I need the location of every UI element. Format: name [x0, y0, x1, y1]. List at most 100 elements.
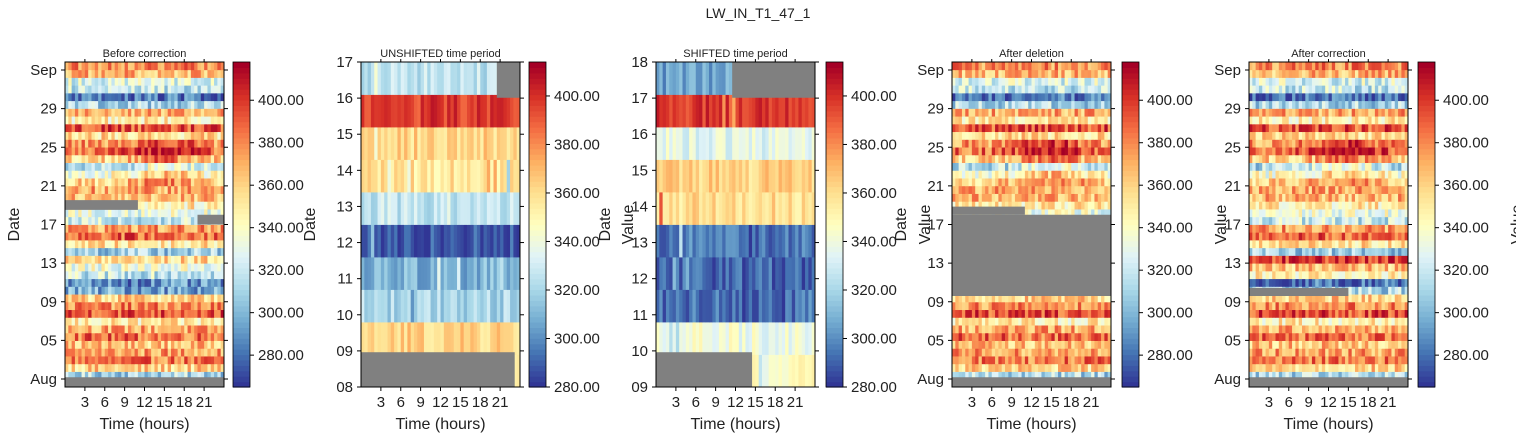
heatmap-cell [486, 257, 491, 290]
heatmap-cell [118, 100, 122, 109]
heatmap-cell [1064, 193, 1069, 202]
colorbar-tick-label: 340.00 [851, 233, 897, 250]
heatmap-cell [147, 100, 152, 109]
heatmap-cell [84, 123, 89, 133]
heatmap-cell [131, 325, 135, 334]
heatmap-cell [68, 286, 73, 295]
heatmap-cell [84, 278, 89, 287]
heatmap-cell [141, 108, 145, 117]
heatmap-cell [151, 239, 155, 249]
heatmap-cell [1008, 139, 1013, 148]
colorbar-segment [529, 294, 546, 301]
heatmap-cell [975, 371, 979, 380]
heatmap-cell [164, 154, 169, 163]
heatmap-cell [124, 294, 129, 303]
heatmap-cell [177, 224, 182, 233]
heatmap-cell [712, 224, 717, 258]
heatmap-cell [68, 278, 73, 287]
heatmap-cell [1084, 147, 1089, 156]
heatmap-cell [689, 159, 693, 193]
heatmap-cell [1031, 309, 1036, 318]
y-tick-label: 05 [40, 332, 57, 349]
heatmap-cell [765, 94, 770, 128]
heatmap-cell [709, 192, 713, 225]
heatmap-cell [490, 127, 494, 160]
heatmap-cell [200, 77, 205, 86]
heatmap-cell [1091, 356, 1095, 365]
heatmap-cell [68, 162, 73, 171]
heatmap-cell [958, 154, 963, 163]
heatmap-cell [151, 170, 155, 179]
heatmap-cell [88, 62, 92, 71]
colorbar-segment [233, 99, 250, 106]
heatmap-cell [1077, 131, 1082, 140]
heatmap-cell [154, 239, 159, 249]
heatmap-cell [785, 127, 789, 160]
heatmap-cell [364, 289, 369, 323]
heatmap-cell [718, 224, 723, 258]
heatmap-cell [961, 294, 966, 303]
heatmap-cell [955, 348, 960, 357]
heatmap-cell [81, 325, 86, 334]
heatmap-cell [101, 178, 106, 187]
heatmap-cell [423, 94, 428, 128]
heatmap-cell [78, 139, 82, 148]
heatmap-cell [91, 232, 96, 241]
heatmap-cell [476, 62, 481, 95]
heatmap-cell [968, 193, 973, 202]
heatmap-cell [1071, 178, 1075, 187]
heatmap-cell [961, 371, 966, 380]
heatmap-cell [101, 62, 106, 71]
heatmap-cell [722, 224, 726, 258]
heatmap-cell [197, 356, 202, 365]
heatmap-cell [1031, 363, 1036, 372]
heatmap-cell [174, 131, 179, 140]
x-tick-label: 21 [787, 394, 804, 411]
heatmap-cell [1038, 209, 1042, 218]
heatmap-cell [91, 170, 96, 179]
heatmap-cell [131, 348, 135, 357]
heatmap-cell [659, 94, 664, 128]
heatmap-cell [217, 317, 222, 326]
heatmap-cell [1038, 317, 1042, 326]
heatmap-cell [675, 94, 680, 128]
heatmap-cell [164, 209, 169, 218]
heatmap-cell [94, 278, 99, 287]
heatmap-cell [171, 116, 175, 125]
heatmap-cell [200, 209, 205, 218]
heatmap-cell [207, 356, 212, 365]
colorbar-segment [529, 132, 546, 139]
heatmap-cell [1051, 317, 1056, 326]
heatmap-cell [94, 232, 99, 241]
heatmap-cell [78, 294, 82, 303]
heatmap-cell [998, 309, 1003, 318]
heatmap-cell [84, 270, 89, 280]
heatmap-cell [167, 100, 172, 109]
heatmap-cell [200, 116, 205, 125]
heatmap-cell [995, 201, 999, 210]
heatmap-cell [207, 193, 212, 202]
heatmap-cell [952, 356, 956, 365]
heatmap-cell [390, 94, 395, 128]
heatmap-cell [1071, 201, 1075, 210]
heatmap-cell [407, 159, 412, 193]
heatmap-cell [394, 127, 398, 160]
heatmap-cell [187, 270, 192, 280]
heatmap-cell [101, 247, 106, 256]
y-tick-label: 10 [336, 307, 353, 324]
heatmap-cell [161, 123, 165, 133]
heatmap-cell [190, 340, 195, 349]
heatmap-cell [137, 154, 142, 163]
heatmap-cell [81, 92, 86, 102]
heatmap-cell [1067, 170, 1072, 179]
heatmap-cell [197, 317, 202, 326]
heatmap-cell [144, 239, 149, 249]
heatmap-cell [745, 257, 750, 290]
heatmap-cell [74, 77, 79, 86]
heatmap-cell [161, 209, 165, 218]
heatmap-cell [1031, 294, 1036, 303]
heatmap-cell [180, 247, 185, 256]
heatmap-cell [94, 309, 99, 318]
heatmap-cell [141, 178, 145, 187]
heatmap-cell [190, 116, 195, 125]
